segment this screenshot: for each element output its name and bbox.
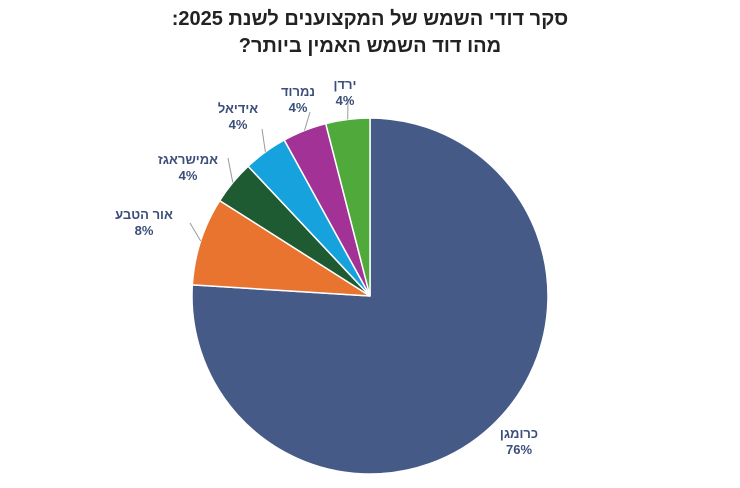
pie-slice	[191, 199, 371, 297]
slice-name-label: אמישראגז	[158, 152, 218, 167]
slice-name-label: ירדן	[334, 77, 357, 92]
slice-name-label: אידיאל	[218, 101, 258, 116]
chart-title: סקר דודי השמש של המקצוענים לשנת 2025: מה…	[0, 6, 740, 60]
slice-percent-label: 4%	[229, 117, 248, 132]
leader-line	[304, 111, 311, 131]
chart-title-line-2: מהו דוד השמש האמין ביותר?	[238, 35, 502, 57]
pie-slice	[324, 117, 371, 297]
slice-name-label: אור הטבע	[115, 207, 173, 222]
slice-percent-label: 76%	[506, 442, 532, 457]
slice-name-label: כרומגן	[500, 426, 538, 441]
chart-title-line-1: סקר דודי השמש של המקצוענים לשנת 2025:	[171, 8, 569, 30]
slice-percent-label: 8%	[135, 223, 154, 238]
pie-slice	[191, 117, 549, 475]
slice-percent-label: 4%	[179, 168, 198, 183]
slice-name-label: נמרוד	[281, 84, 315, 99]
slice-percent-label: 4%	[336, 93, 355, 108]
slice-percent-label: 4%	[289, 100, 308, 115]
leader-line	[227, 157, 234, 183]
leader-line	[261, 128, 266, 153]
leader-line	[189, 222, 202, 242]
